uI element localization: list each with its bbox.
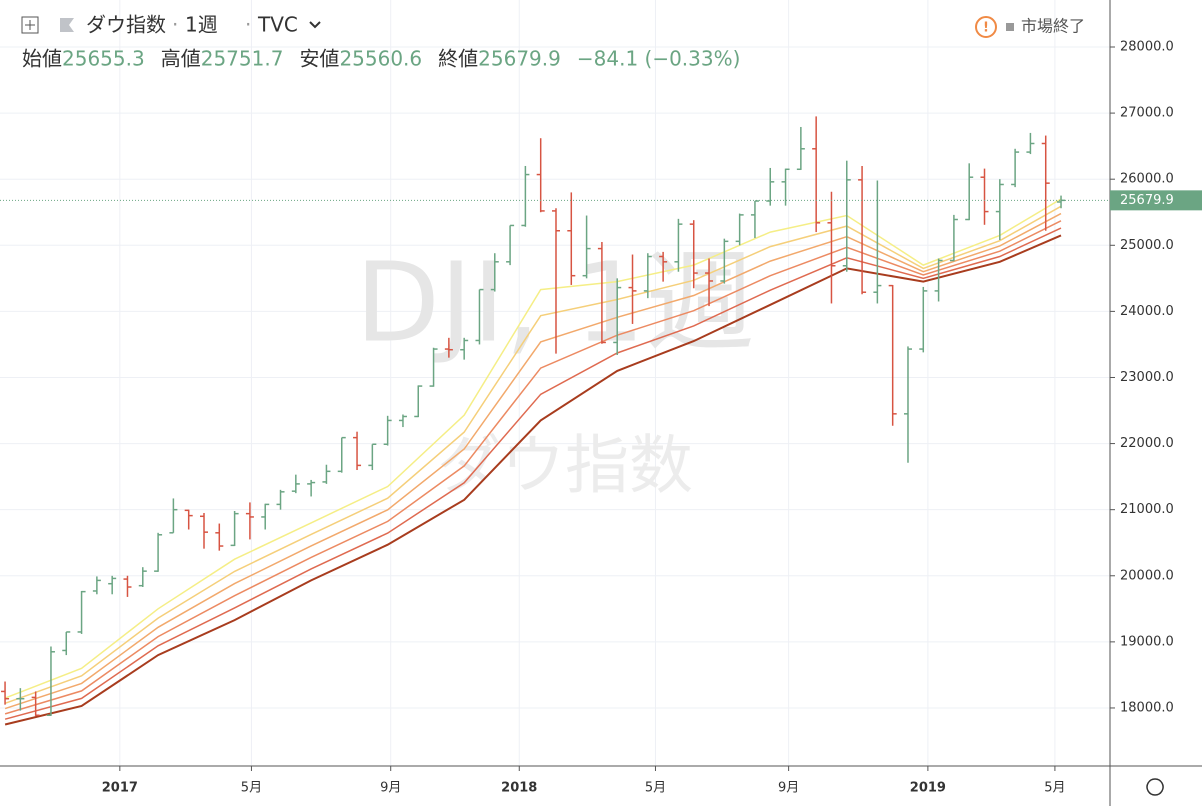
ohlc-value: 25751.7: [201, 47, 284, 71]
exchange: TVC: [257, 13, 298, 37]
x-tick-label: 5月: [645, 781, 666, 796]
y-tick-label: 20000.0: [1120, 568, 1174, 583]
ema-line: [4, 234, 1062, 726]
y-tick-label: 24000.0: [1120, 304, 1174, 319]
y-tick-label: 19000.0: [1120, 634, 1174, 649]
interval: 1週: [185, 13, 218, 37]
status-dot: [1006, 23, 1014, 31]
y-tick-label: 23000.0: [1120, 370, 1174, 385]
last-price-label: 25679.9: [1120, 193, 1174, 208]
ema-line: [4, 205, 1062, 705]
ribbon: [4, 198, 1062, 726]
expand-icon[interactable]: [21, 16, 39, 34]
x-tick-label: 2019: [910, 781, 946, 796]
ohlc-label: 安値: [299, 47, 339, 71]
axes: 18000.0 19000.0 20000.0 21000.0 22000.0 23000…: [102, 39, 1202, 796]
bars: [0, 116, 1110, 716]
x-tick-label: 5月: [241, 781, 262, 796]
y-tick-label: 18000.0: [1120, 700, 1174, 715]
y-tick-label: 28000.0: [1120, 39, 1174, 54]
flag-icon[interactable]: [60, 18, 74, 32]
grid: [0, 0, 1110, 766]
market-status: 市場終了: [1021, 17, 1085, 36]
watermark: DJI, 1週: [355, 238, 755, 366]
ohlc-header: 始値 25655.3 高値 25751.7 安値 25560.6 終値 25679.9 −84.…: [22, 47, 740, 71]
y-tick-label: 21000.0: [1120, 502, 1174, 517]
x-tick-label: 9月: [380, 781, 401, 796]
settings-icon[interactable]: [1146, 778, 1164, 796]
symbol: ダウ指数: [86, 13, 166, 37]
change: −84.1 (−0.33%): [577, 47, 741, 71]
dropdown-icon[interactable]: [309, 21, 321, 29]
x-tick-label: 5月: [1044, 781, 1065, 796]
ema-line: [4, 227, 1062, 720]
alert-icon[interactable]: [975, 16, 997, 38]
ohlc-label: 高値: [161, 47, 201, 71]
alert-mark: !: [983, 21, 989, 36]
x-tick-label: 2017: [102, 781, 138, 796]
x-tick-label: 2018: [501, 781, 537, 796]
watermark-sub: ダウ指数: [437, 430, 693, 504]
ohlc-value: 25679.9: [478, 47, 561, 71]
ohlc-value: 25655.3: [62, 47, 145, 71]
sep: ·: [172, 13, 178, 37]
x-tick-label: 9月: [778, 781, 799, 796]
sep: ·: [245, 13, 251, 37]
y-tick-label: 22000.0: [1120, 436, 1174, 451]
y-tick-label: 26000.0: [1120, 172, 1174, 187]
ohlc-value: 25560.6: [339, 47, 422, 71]
expand-icon-plus: [25, 20, 35, 30]
ema-line: [4, 212, 1062, 710]
last-price-box: [1110, 190, 1202, 211]
ohlc-label: 始値: [22, 47, 62, 71]
ema-line: [4, 220, 1062, 715]
y-tick-label: 27000.0: [1120, 106, 1174, 121]
ohlc-label: 終値: [438, 47, 478, 71]
y-tick-label: 25000.0: [1120, 238, 1174, 253]
ema-line: [4, 198, 1062, 699]
